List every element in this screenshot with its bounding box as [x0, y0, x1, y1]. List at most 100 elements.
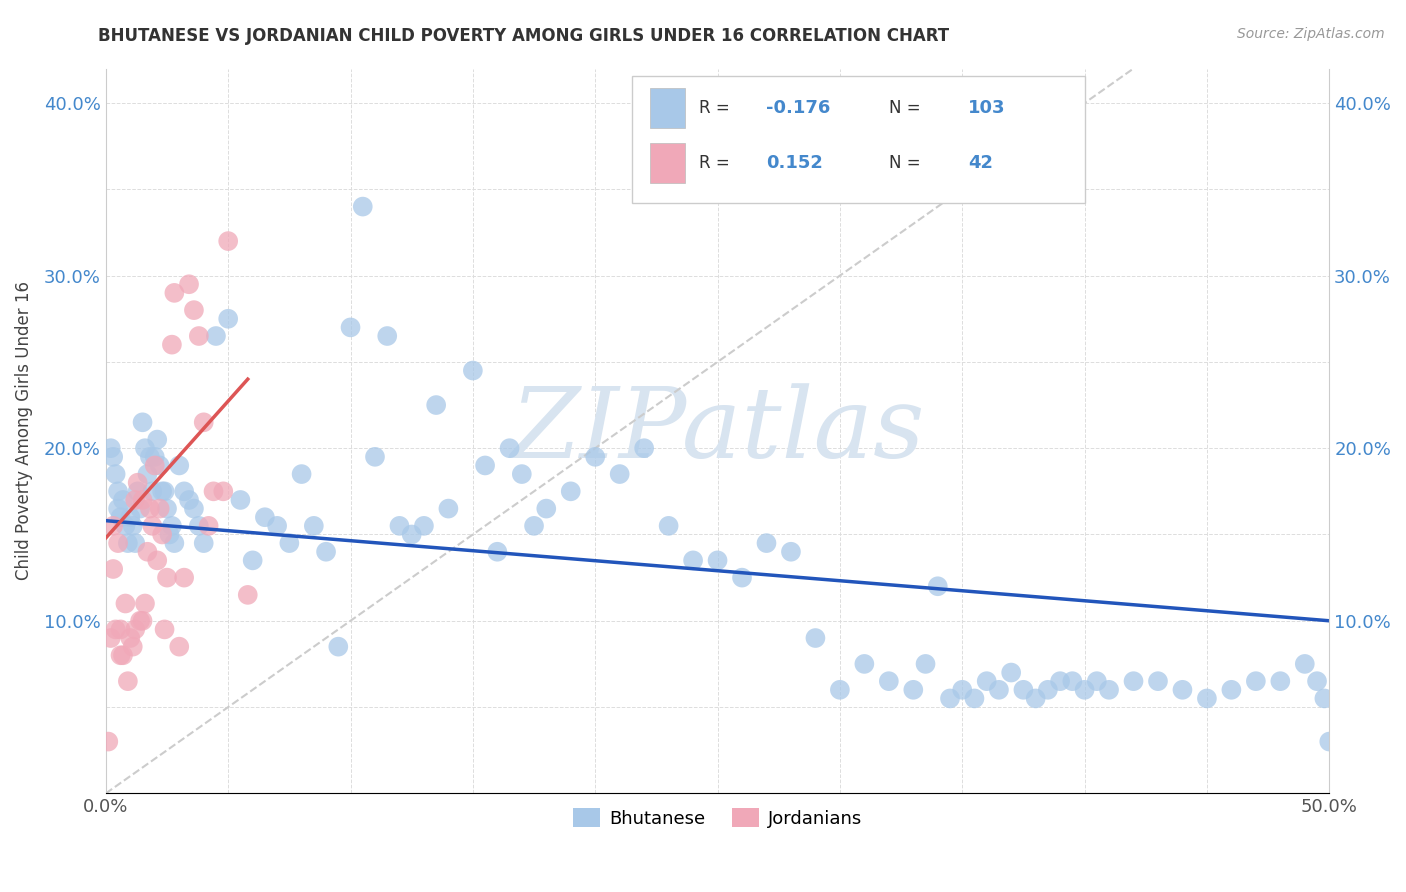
Legend: Bhutanese, Jordanians: Bhutanese, Jordanians: [565, 801, 870, 835]
Point: [149, 458, 172, 473]
Point: [1098, 682, 1121, 697]
Point: [129, 501, 152, 516]
Point: [253, 510, 276, 524]
Point: [682, 553, 704, 567]
Point: [193, 536, 215, 550]
Point: [156, 571, 179, 585]
Point: [401, 527, 423, 541]
Text: N =: N =: [889, 153, 925, 172]
Text: R =: R =: [699, 153, 735, 172]
Point: [124, 536, 146, 550]
Point: [103, 519, 125, 533]
Point: [828, 682, 851, 697]
Point: [375, 329, 398, 343]
Text: Source: ZipAtlas.com: Source: ZipAtlas.com: [1237, 27, 1385, 41]
Point: [498, 441, 520, 455]
Point: [150, 527, 173, 541]
Point: [131, 415, 153, 429]
Point: [167, 458, 190, 473]
Point: [104, 467, 127, 481]
Point: [278, 536, 301, 550]
Point: [731, 571, 754, 585]
Point: [877, 674, 900, 689]
Text: N =: N =: [889, 99, 925, 118]
Point: [583, 450, 606, 464]
Point: [97, 734, 120, 748]
Point: [658, 519, 681, 533]
Point: [139, 450, 162, 464]
Point: [1171, 682, 1194, 697]
Point: [124, 623, 146, 637]
Point: [121, 640, 143, 654]
Point: [1012, 682, 1035, 697]
Point: [1313, 691, 1336, 706]
Point: [139, 501, 162, 516]
Point: [474, 458, 496, 473]
Point: [134, 441, 156, 455]
Point: [560, 484, 582, 499]
Point: [914, 657, 936, 671]
Point: [963, 691, 986, 706]
Point: [110, 648, 132, 663]
Point: [976, 674, 998, 689]
Point: [100, 441, 122, 455]
Point: [291, 467, 314, 481]
Point: [950, 682, 973, 697]
Point: [146, 553, 169, 567]
Point: [339, 320, 361, 334]
Point: [141, 519, 163, 533]
Point: [1270, 674, 1292, 689]
Point: [927, 579, 949, 593]
Point: [136, 545, 159, 559]
Point: [150, 484, 173, 499]
Point: [987, 682, 1010, 697]
Point: [114, 519, 136, 533]
Point: [903, 682, 925, 697]
Point: [609, 467, 631, 481]
Point: [242, 553, 264, 567]
Point: [1195, 691, 1218, 706]
Text: 0.152: 0.152: [766, 153, 824, 172]
Point: [173, 484, 195, 499]
Text: R =: R =: [699, 99, 735, 118]
Point: [212, 484, 235, 499]
Point: [143, 458, 166, 473]
Point: [780, 545, 803, 559]
Point: [1062, 674, 1084, 689]
Text: ZIPatlas: ZIPatlas: [510, 384, 925, 479]
Point: [103, 450, 125, 464]
Point: [1025, 691, 1047, 706]
Point: [229, 492, 252, 507]
Point: [853, 657, 876, 671]
Point: [111, 648, 134, 663]
Point: [437, 501, 460, 516]
Point: [146, 433, 169, 447]
Point: [217, 234, 239, 248]
Point: [127, 484, 149, 499]
Point: [364, 450, 387, 464]
Point: [131, 614, 153, 628]
Point: [1317, 734, 1340, 748]
Point: [107, 501, 129, 516]
Point: [100, 631, 122, 645]
Point: [352, 200, 374, 214]
Point: [111, 492, 134, 507]
Point: [939, 691, 962, 706]
Point: [149, 501, 172, 516]
Point: [117, 536, 139, 550]
Point: [160, 519, 183, 533]
Point: [160, 337, 183, 351]
FancyBboxPatch shape: [650, 88, 685, 128]
Point: [167, 640, 190, 654]
Text: -0.176: -0.176: [766, 99, 831, 118]
Point: [156, 501, 179, 516]
Point: [1000, 665, 1022, 680]
Point: [388, 519, 411, 533]
Point: [114, 597, 136, 611]
Point: [315, 545, 337, 559]
Point: [134, 597, 156, 611]
Point: [461, 363, 484, 377]
Y-axis label: Child Poverty Among Girls Under 16: Child Poverty Among Girls Under 16: [15, 282, 32, 581]
Point: [177, 277, 200, 292]
Point: [328, 640, 350, 654]
